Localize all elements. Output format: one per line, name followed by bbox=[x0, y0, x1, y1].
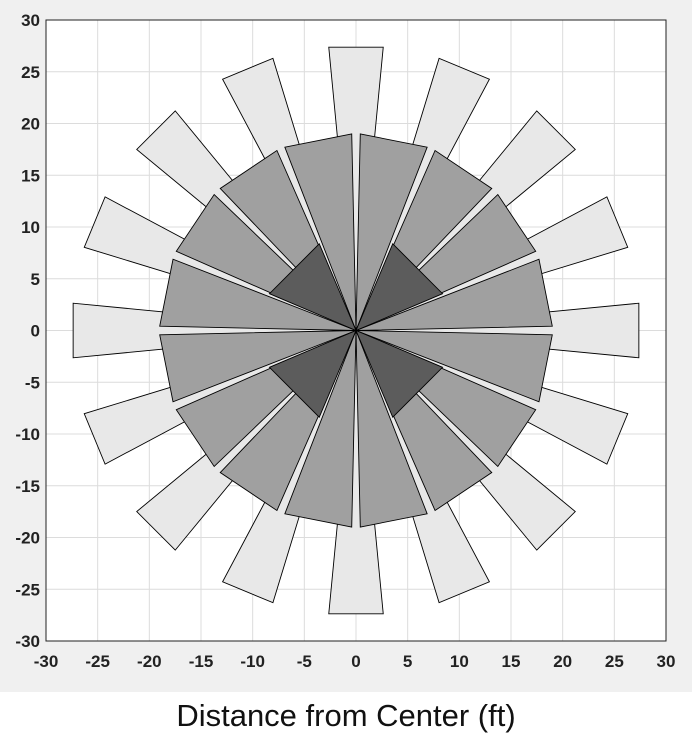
x-tick-label: 20 bbox=[553, 652, 572, 671]
y-tick-label: 30 bbox=[21, 11, 40, 30]
wedge-ring-2-1 bbox=[268, 243, 357, 332]
wedge-ring-1-7 bbox=[159, 258, 357, 331]
x-tick-label: 15 bbox=[502, 652, 521, 671]
y-tick-label: -15 bbox=[15, 477, 40, 496]
y-tick-label: -10 bbox=[15, 425, 40, 444]
wedge-ring-1-12 bbox=[355, 330, 428, 528]
wedges bbox=[72, 46, 640, 615]
chart: -30 -25 -20 -15 -10 -5 0 5 10 15 20 25 30 30 25 20 15 10 5… bbox=[0, 0, 692, 692]
wedge-ring-1-4 bbox=[284, 133, 357, 331]
wedge-ring-1-15 bbox=[355, 330, 553, 403]
y-tick-label: -25 bbox=[15, 580, 40, 599]
x-tick-label: 0 bbox=[351, 652, 360, 671]
plot-area-border bbox=[45, 19, 667, 642]
y-tick-label: 15 bbox=[21, 166, 40, 185]
y-tick-label: 5 bbox=[31, 270, 40, 289]
axis-ticks: -30 -25 -20 -15 -10 -5 0 5 10 15 20 25 30 30 25 20 15 10 5… bbox=[15, 11, 675, 671]
y-tick-label: -30 bbox=[15, 632, 40, 651]
y-tick-label: 25 bbox=[21, 63, 40, 82]
y-tick-label: 0 bbox=[31, 322, 40, 341]
x-tick-label: 30 bbox=[657, 652, 676, 671]
y-tick-label: 10 bbox=[21, 218, 40, 237]
x-axis-label: Distance from Center (ft) bbox=[176, 698, 516, 733]
wedge-ring-2-2 bbox=[268, 329, 357, 418]
x-tick-label: -10 bbox=[240, 652, 265, 671]
wedge-ring-1-3 bbox=[355, 133, 428, 331]
x-tick-label: -20 bbox=[137, 652, 162, 671]
x-tick-label: -15 bbox=[189, 652, 214, 671]
x-tick-label: 5 bbox=[403, 652, 412, 671]
x-tick-label: -30 bbox=[34, 652, 59, 671]
y-tick-label: -20 bbox=[15, 529, 40, 548]
y-tick-label: -5 bbox=[25, 373, 40, 392]
x-tick-label: -25 bbox=[85, 652, 110, 671]
y-tick-label: 20 bbox=[21, 115, 40, 134]
wedge-ring-1-11 bbox=[284, 330, 357, 528]
x-tick-label: 10 bbox=[450, 652, 469, 671]
x-tick-label: 25 bbox=[605, 652, 624, 671]
wedge-ring-2-0 bbox=[355, 243, 444, 332]
wedge-ring-1-0 bbox=[355, 258, 553, 331]
wedge-ring-1-8 bbox=[159, 330, 357, 403]
x-tick-label: -5 bbox=[297, 652, 312, 671]
wedge-ring-2-3 bbox=[355, 329, 444, 418]
